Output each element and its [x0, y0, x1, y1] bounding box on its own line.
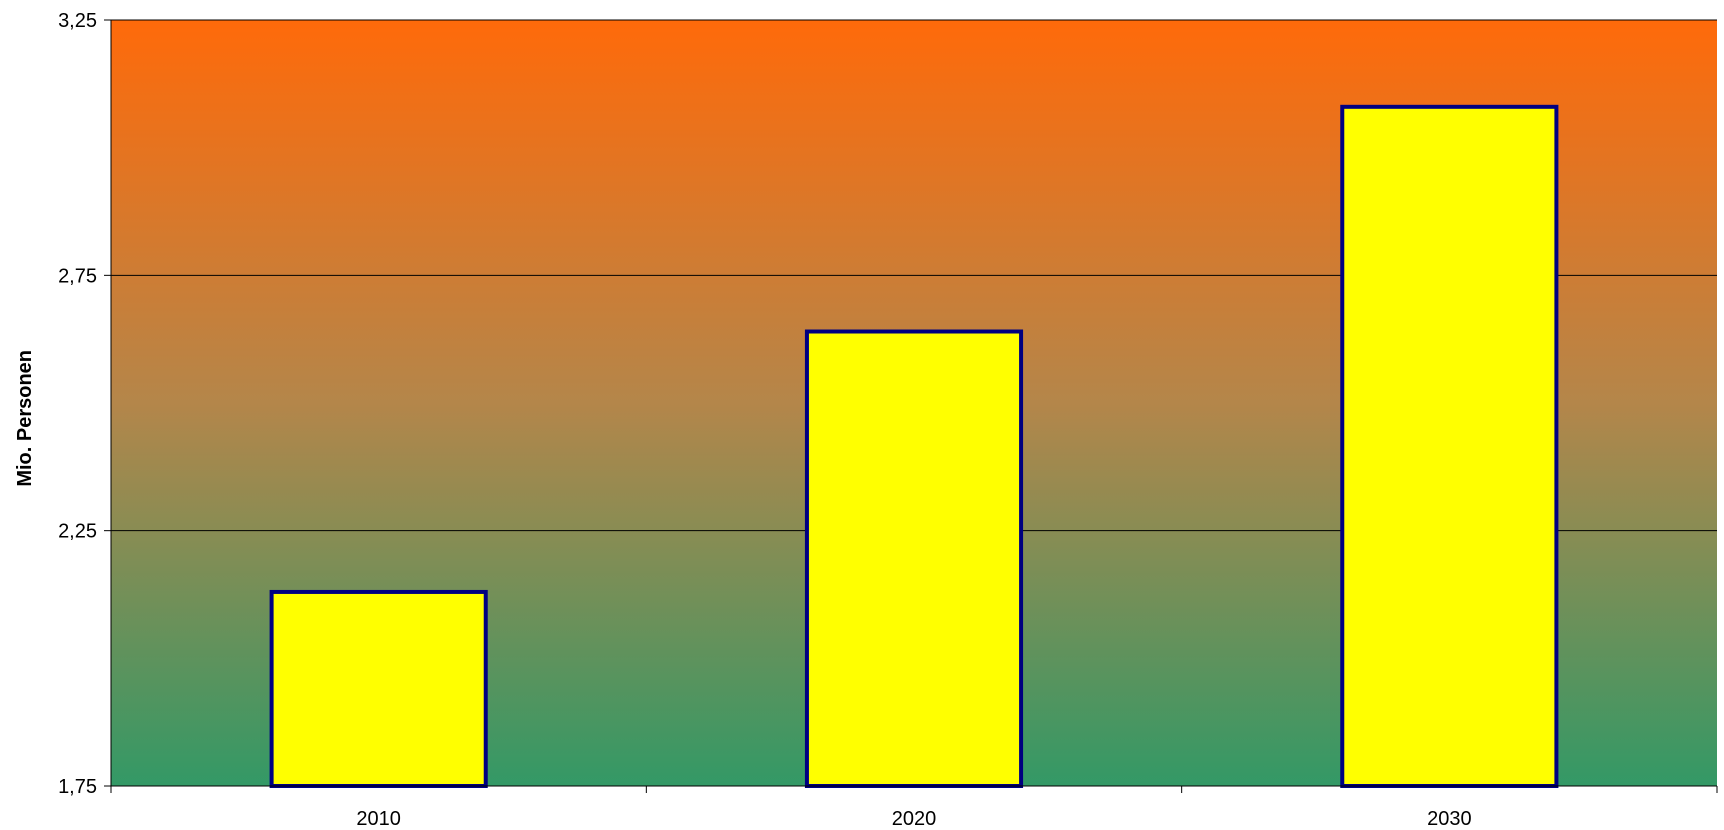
- bar-2010: [269, 589, 488, 788]
- y-ticks: 1,75 2,25 2,75 3,25: [58, 10, 111, 798]
- bar-2030: [1340, 104, 1559, 788]
- bars: [269, 104, 1559, 788]
- x-tick-label-2020: 2020: [892, 808, 937, 830]
- y-tick-label: 2,25: [58, 521, 97, 543]
- y-tick-label: 3,25: [58, 10, 97, 32]
- x-tick-label-2030: 2030: [1427, 808, 1472, 830]
- y-tick-label: 2,75: [58, 265, 97, 287]
- axes: [110, 20, 1717, 787]
- bar-2020: [804, 329, 1024, 788]
- x-tick-label-2010: 2010: [356, 808, 401, 830]
- y-tick-label: 1,75: [58, 776, 97, 798]
- x-ticks: 2010 2020 2030: [110, 786, 1718, 830]
- y-axis-title: Mio. Personen: [14, 350, 36, 487]
